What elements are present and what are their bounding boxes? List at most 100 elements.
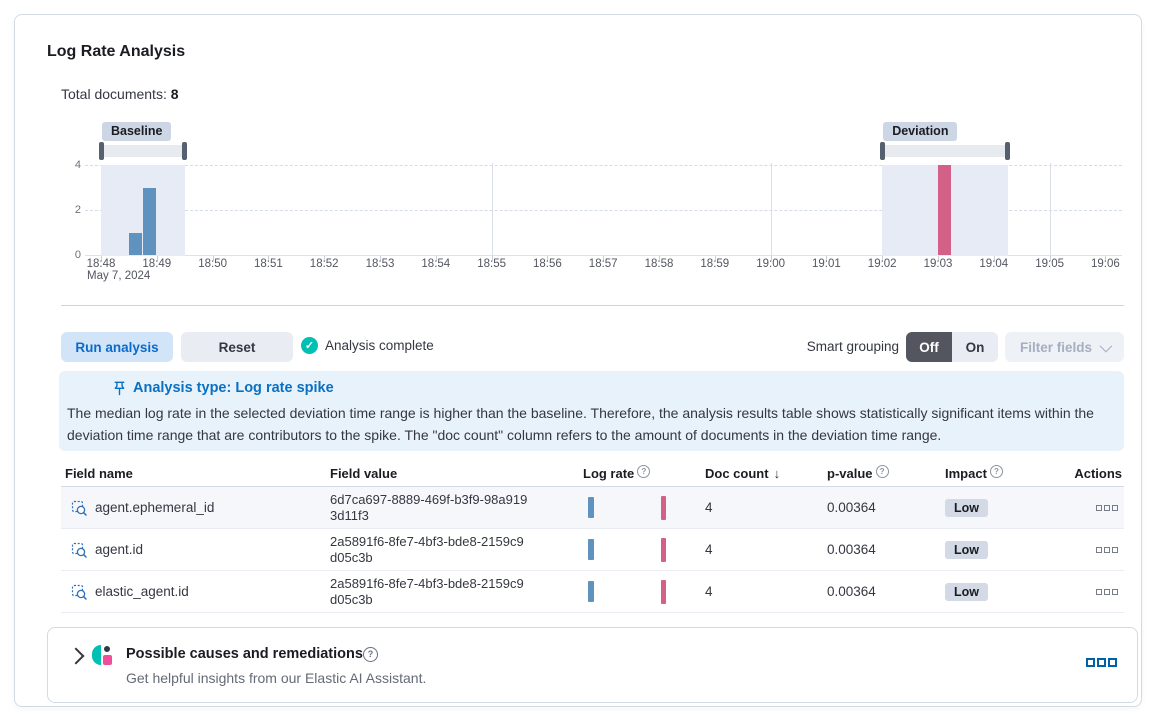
x-axis-tick-label: 18:53 (365, 258, 395, 270)
col-field-value[interactable]: Field value (330, 466, 398, 481)
insights-panel: Possible causes and remediations ? Get h… (47, 627, 1138, 703)
gridline (85, 255, 1122, 256)
x-axis-tick-label: 18:56 (533, 258, 562, 270)
impact-badge: Low (945, 540, 988, 559)
table-row: agent.ephemeral_id 6d7ca697-8889-469f-b3… (61, 487, 1124, 529)
log-rate-sparkline (583, 571, 695, 612)
run-analysis-button[interactable]: Run analysis (61, 332, 173, 362)
y-axis-tick-label: 4 (74, 159, 81, 171)
x-axis-tick (714, 256, 716, 261)
table-row: agent.id 2a5891f6-8fe7-4bf3-bde8-2159c9d… (61, 529, 1124, 571)
x-axis-tick-label: 18:58 (644, 258, 674, 270)
filter-fields-label: Filter fields (1019, 339, 1092, 355)
x-axis-tick-label: 19:03 (923, 258, 953, 270)
x-axis-tick-label: 19:06 (1091, 258, 1120, 270)
total-documents: Total documents: 8 (61, 86, 179, 102)
filter-fields-button[interactable]: Filter fields (1005, 332, 1124, 362)
x-axis-tick (491, 256, 493, 261)
field-filter-icon[interactable] (71, 571, 87, 612)
p-value: 0.00364 (827, 584, 876, 599)
x-axis-tick-label: 18:49 (142, 258, 172, 270)
baseline-brush[interactable] (101, 145, 185, 157)
gridline-vertical (1049, 163, 1051, 256)
row-actions-button[interactable] (1096, 571, 1118, 612)
x-axis-tick (659, 256, 660, 261)
col-p-value[interactable]: p-value? (827, 461, 889, 486)
field-value: 2a5891f6-8fe7-4bf3-bde8-2159c9d05c3b (330, 575, 524, 607)
col-doc-count[interactable]: Doc count ↓ (705, 466, 781, 481)
x-axis-tick (380, 256, 381, 261)
x-axis-tick (268, 256, 270, 261)
row-actions-button[interactable] (1096, 529, 1118, 570)
run-analysis-label: Run analysis (75, 339, 159, 355)
x-axis-tick (435, 256, 437, 261)
sparkline-baseline-bar (588, 581, 594, 602)
callout-title: Analysis type: Log rate spike (133, 380, 334, 396)
gridline (85, 165, 1122, 166)
log-rate-sparkline (583, 529, 695, 570)
insights-subtitle: Get helpful insights from our Elastic AI… (126, 670, 427, 686)
insights-title[interactable]: Possible causes and remediations (126, 646, 363, 662)
col-impact[interactable]: Impact? (945, 461, 1003, 486)
baseline-brush-right-handle[interactable] (181, 142, 187, 160)
smart-grouping-off-button[interactable]: Off (906, 332, 952, 362)
x-axis-tick-label: 18:54 (421, 258, 451, 270)
question-icon: ? (875, 465, 889, 478)
col-field-name[interactable]: Field name (65, 466, 133, 481)
total-documents-label: Total documents: (61, 86, 167, 102)
smart-grouping-on-button[interactable]: On (952, 332, 998, 362)
baseline-brush-left-handle[interactable] (99, 142, 104, 160)
x-axis-tick-label: 18:55 (477, 258, 506, 270)
x-axis-tick (882, 256, 884, 261)
boxes-horizontal-icon (1096, 588, 1118, 595)
insights-actions-button[interactable] (1086, 658, 1117, 667)
p-value: 0.00364 (827, 542, 876, 557)
gridline-vertical (770, 163, 772, 256)
analysis-type-callout: Analysis type: Log rate spike The median… (59, 371, 1124, 451)
deviation-brush[interactable] (882, 145, 1008, 157)
total-documents-value: 8 (170, 86, 179, 102)
row-actions-button[interactable] (1096, 487, 1118, 528)
x-axis-tick (993, 256, 995, 261)
ai-assistant-icon (92, 645, 112, 665)
table-header-row: Field name Field value Log rate? Doc cou… (61, 461, 1124, 487)
chevron-right-icon[interactable] (67, 647, 85, 665)
deviation-brush-right-handle[interactable] (1004, 142, 1010, 160)
x-axis-tick-label: 19:01 (812, 258, 841, 270)
analysis-status: ✓ Analysis complete (301, 337, 434, 354)
reset-button[interactable]: Reset (181, 332, 293, 362)
x-axis-tick-label: 19:02 (867, 258, 897, 270)
x-axis-tick-label: 18:59 (700, 258, 730, 270)
question-icon: ? (989, 465, 1003, 478)
pin-icon (114, 381, 125, 396)
deviation-brush-left-handle[interactable] (880, 142, 886, 160)
doc-count-value: 4 (705, 584, 713, 599)
question-icon: ? (637, 465, 651, 478)
field-name: elastic_agent.id (95, 584, 189, 599)
boxes-horizontal-icon (1096, 546, 1118, 553)
field-value: 2a5891f6-8fe7-4bf3-bde8-2159c9d05c3b (330, 533, 524, 565)
log-rate-sparkline (583, 487, 695, 528)
col-log-rate[interactable]: Log rate? (583, 461, 651, 486)
reset-label: Reset (218, 339, 256, 355)
gridline (85, 210, 1122, 211)
field-filter-icon[interactable] (71, 529, 87, 570)
x-axis-tick-label: 19:04 (979, 258, 1009, 270)
doc-count-value: 4 (705, 500, 713, 515)
field-filter-icon[interactable] (71, 487, 87, 528)
x-axis-tick (547, 256, 549, 261)
sparkline-deviation-bar (661, 495, 667, 520)
boxes-horizontal-icon (1096, 504, 1118, 511)
check-icon: ✓ (301, 337, 318, 354)
question-icon: ? (363, 647, 378, 662)
x-axis-tick (826, 256, 828, 261)
sparkline-deviation-bar (661, 579, 667, 604)
sort-descending-icon: ↓ (773, 466, 781, 481)
chevron-down-icon (1099, 339, 1113, 352)
x-axis-tick-label: 18:48 (86, 258, 116, 270)
field-name: agent.id (95, 542, 144, 557)
x-axis-tick-label: 18:51 (254, 258, 283, 270)
baseline-bar (128, 232, 142, 255)
smart-grouping-toggle: Off On (906, 332, 998, 362)
sparkline-baseline-bar (588, 497, 594, 518)
